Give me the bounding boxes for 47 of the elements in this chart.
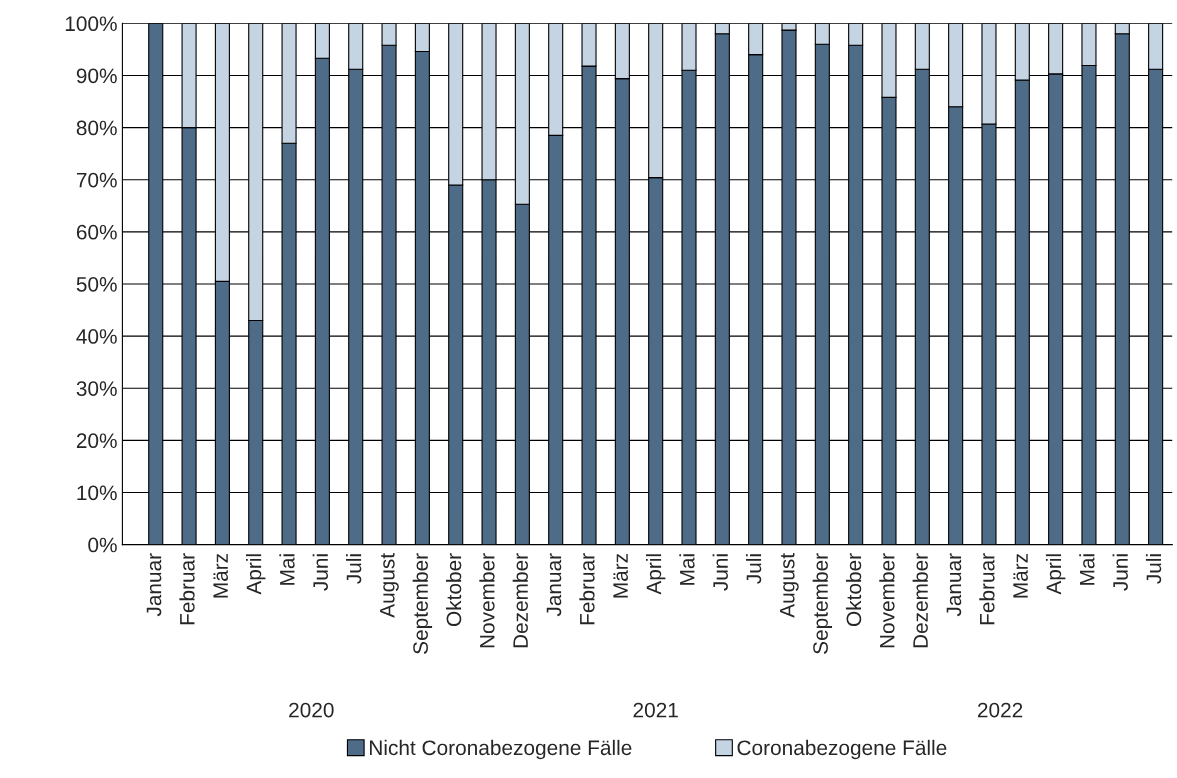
text: 2020	[289, 702, 334, 718]
legend-label: Coronabezogene Fälle	[737, 739, 947, 760]
x-tick-label: Mai	[679, 554, 695, 585]
x-tick-label: März	[1013, 553, 1028, 598]
x-tick-label: September	[812, 553, 833, 654]
y-tick-label: 60%	[76, 224, 117, 240]
x-tick-label: April	[645, 554, 666, 595]
y-tick-label: 0%	[88, 537, 117, 553]
x-tick-label: November	[879, 553, 895, 648]
x-tick-label: März	[213, 553, 228, 598]
x-tick-label: Mai	[279, 554, 295, 585]
x-tick-label: Juni	[712, 554, 728, 591]
x-tick-label: August	[380, 553, 399, 618]
y-tick-label: 100%	[65, 16, 117, 32]
x-tick-label: Februar	[979, 553, 995, 625]
y-tick-label: 50%	[76, 276, 117, 292]
x-tick-label: August	[780, 553, 799, 618]
x-tick-label: Oktober	[845, 553, 862, 627]
x-tick-label: Juli	[346, 554, 362, 584]
x-tick-label: Januar	[946, 553, 962, 617]
x-tick-label: April	[1045, 554, 1066, 595]
x-tick-label: Juni	[1112, 554, 1128, 591]
y-tick-label: 40%	[76, 329, 117, 344]
text: 2022	[977, 702, 1023, 718]
y-tick-label: 70%	[76, 172, 117, 188]
x-tick-label: November	[479, 553, 495, 648]
x-tick-label: April	[246, 554, 266, 595]
y-tick-label: 90%	[76, 68, 117, 84]
x-tick-label: September	[412, 553, 433, 654]
x-tick-label: Februar	[179, 553, 195, 625]
y-tick-label: 30%	[76, 381, 117, 396]
x-tick-label: Januar	[546, 553, 562, 617]
text: 2021	[633, 702, 678, 718]
x-tick-label: Juli	[1145, 554, 1162, 584]
x-tick-label: Dezember	[512, 553, 528, 648]
x-tick-label: Juni	[312, 554, 328, 591]
y-tick-label: 10%	[77, 485, 117, 501]
x-tick-label: März	[613, 553, 628, 598]
x-tick-label: Februar	[579, 553, 595, 625]
x-tick-label: Juli	[745, 554, 762, 584]
x-tick-label: Oktober	[445, 553, 462, 627]
x-tick-label: Mai	[1079, 554, 1095, 585]
x-tick-label: Januar	[146, 553, 162, 617]
legend-label: Nicht Coronabezogene Fälle	[369, 739, 632, 760]
y-tick-label: 20%	[76, 433, 117, 449]
y-tick-label: 80%	[76, 120, 117, 136]
x-tick-label: Dezember	[912, 553, 928, 648]
